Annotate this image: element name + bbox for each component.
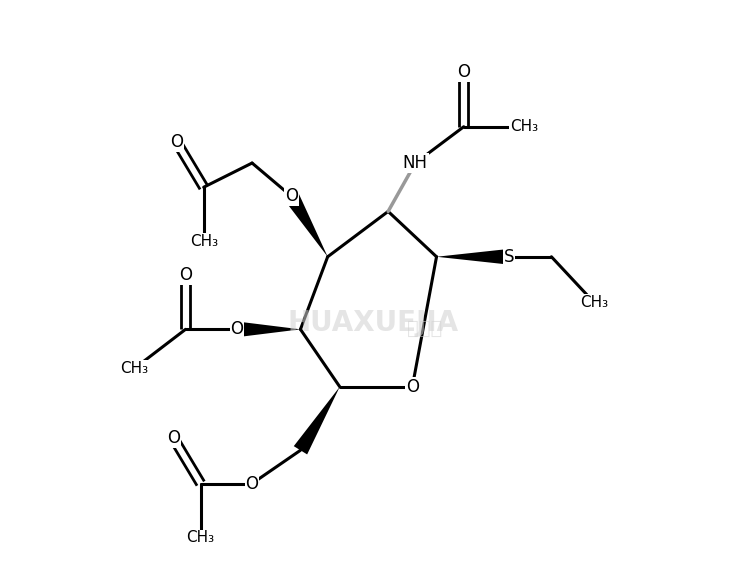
Polygon shape — [437, 249, 509, 265]
Text: CH₃: CH₃ — [579, 294, 608, 309]
Text: CH₃: CH₃ — [120, 361, 148, 376]
Text: O: O — [246, 475, 258, 492]
Polygon shape — [294, 387, 340, 455]
Text: O: O — [406, 378, 419, 396]
Text: 化学加: 化学加 — [407, 319, 442, 338]
Polygon shape — [285, 192, 328, 257]
Text: CH₃: CH₃ — [186, 530, 215, 545]
Text: O: O — [179, 266, 192, 284]
Text: CH₃: CH₃ — [189, 234, 218, 249]
Text: HUAXUEJIA: HUAXUEJIA — [287, 309, 459, 338]
Polygon shape — [237, 321, 300, 337]
Text: O: O — [170, 133, 183, 151]
Text: S: S — [504, 248, 514, 266]
Text: O: O — [457, 63, 470, 82]
Text: O: O — [285, 187, 298, 205]
Text: O: O — [230, 320, 243, 338]
Text: CH₃: CH₃ — [510, 119, 538, 134]
Text: NH: NH — [403, 154, 428, 172]
Text: O: O — [167, 429, 180, 447]
